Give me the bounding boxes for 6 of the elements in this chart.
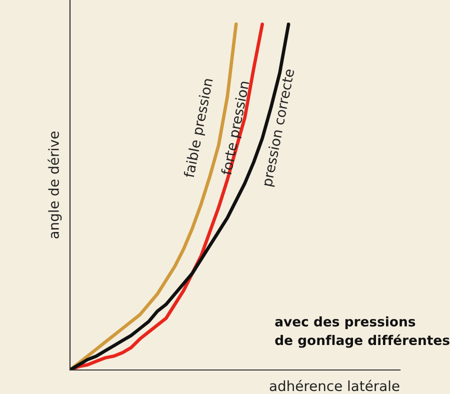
text: pression correcte: [261, 68, 298, 187]
annotation: avec des pressions de gonflage différentes: [275, 316, 450, 348]
y-axis-title: angle de dérive: [48, 132, 62, 238]
text: faible pression: [183, 78, 216, 179]
text: forte pression: [220, 80, 252, 176]
x-axis-title: adhérence latérale: [270, 380, 400, 392]
